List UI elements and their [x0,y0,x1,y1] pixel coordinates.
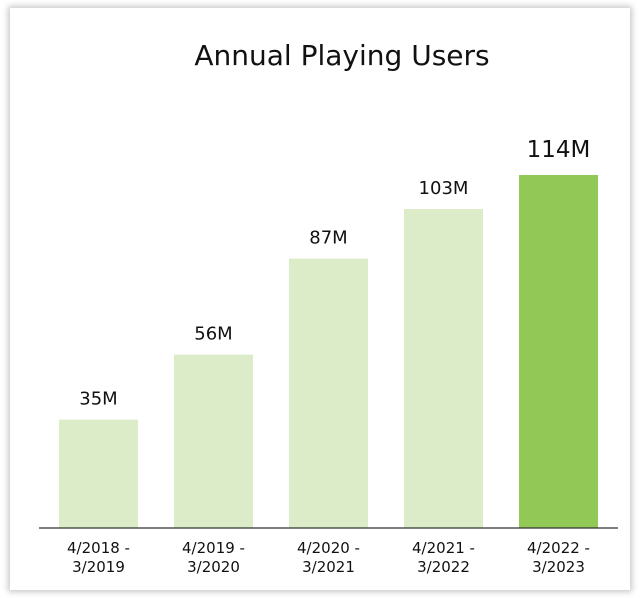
bar-2 [174,354,253,528]
x-tick-label-5: 4/2022 -3/2023 [527,539,590,576]
bar-value-label-2: 56M [194,324,232,345]
bar-value-label-4: 103M [419,178,469,199]
bar-3 [289,258,368,528]
bars-group: 35M 56M 87M 103M 114M [59,137,598,528]
bar-value-label-5: 114M [527,137,591,163]
bar-value-label-3: 87M [309,228,347,249]
x-tick-label-1: 4/2018 -3/2019 [67,539,130,576]
bar-4 [404,209,483,528]
chart-title: Annual Playing Users [194,39,489,72]
x-tick-label-2: 4/2019 -3/2020 [182,539,245,576]
bar-5 [519,175,598,528]
x-tick-labels: 4/2018 -3/2019 4/2019 -3/2020 4/2020 -3/20… [67,539,590,576]
bar-chart: Annual Playing Users 35M 56M 87M 103M 114M 4… [39,39,618,576]
bar-value-label-1: 35M [79,389,117,410]
bar-1 [59,419,138,528]
x-tick-label-4: 4/2021 -3/2022 [412,539,475,576]
x-tick-label-3: 4/2020 -3/2021 [297,539,360,576]
